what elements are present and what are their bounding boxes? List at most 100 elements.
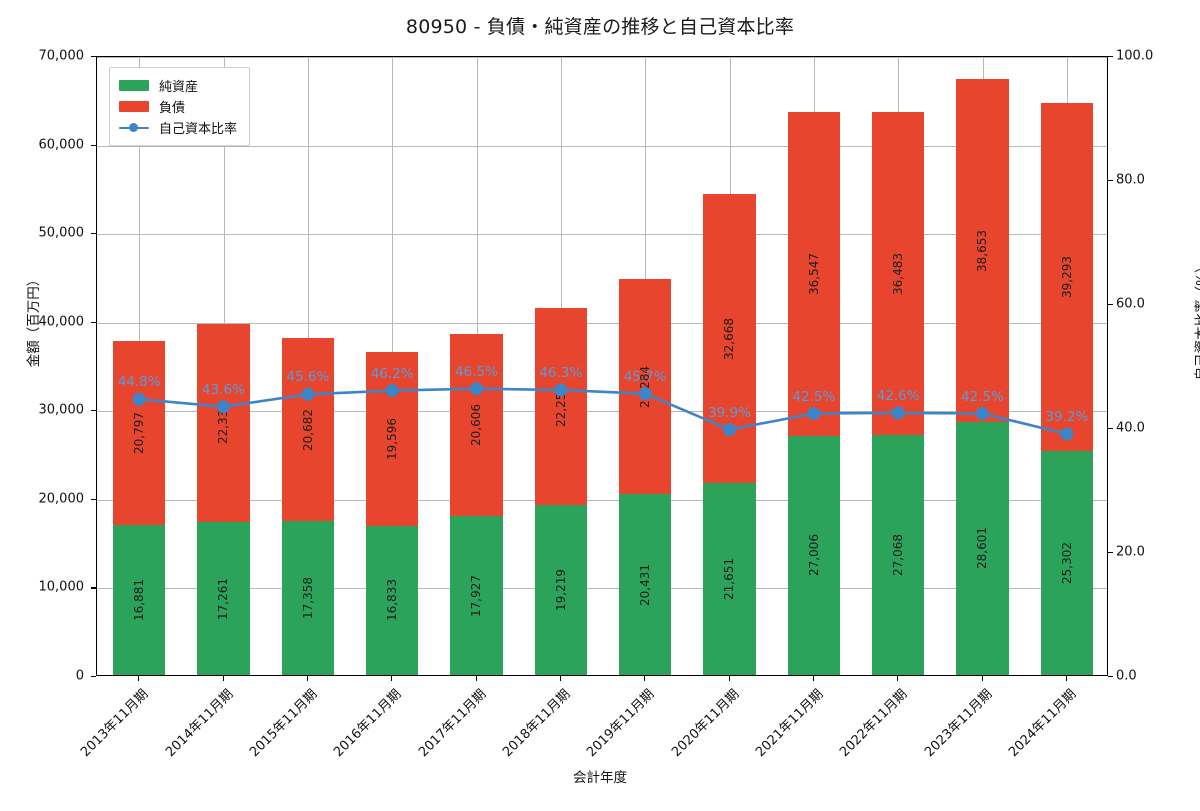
bar-column[interactable]: 28,601 38,653 xyxy=(956,55,1009,675)
gridline-horizontal xyxy=(97,499,1107,501)
bar-segment-liabilities[interactable]: 19,596 xyxy=(366,352,419,526)
ratio-data-point-marker[interactable] xyxy=(132,392,146,406)
legend-label-equity-ratio: 自己資本比率 xyxy=(159,122,238,137)
bar-segment-equity[interactable]: 17,927 xyxy=(450,516,503,675)
bar-column[interactable]: 17,927 20,606 xyxy=(450,55,503,675)
bar-segment-equity[interactable]: 27,068 xyxy=(872,435,925,675)
ratio-value-label: 46.5% xyxy=(455,363,498,380)
bar-column[interactable]: 19,219 22,259 xyxy=(534,55,587,675)
x-axis-tickmark xyxy=(728,676,730,681)
gridline-horizontal xyxy=(97,145,1107,147)
bar-segment-liabilities[interactable]: 22,333 xyxy=(197,324,250,523)
ratio-data-point-marker[interactable] xyxy=(891,406,905,420)
y-axis-tickmark-left xyxy=(91,587,96,589)
gridline-horizontal xyxy=(97,57,1107,58)
ratio-value-label: 45.6% xyxy=(286,369,330,386)
plot-area: 16,881 20,797 17,261 22,333 17,358 20,682 16,8… xyxy=(96,56,1108,676)
ratio-value-label: 45.7% xyxy=(623,368,667,385)
bar-segment-equity[interactable]: 16,833 xyxy=(366,525,419,675)
bar-column[interactable]: 17,358 20,682 xyxy=(281,55,334,675)
x-axis-tickmark xyxy=(981,676,983,681)
ratio-data-point-marker[interactable] xyxy=(723,423,736,437)
y-axis-tick-label-right: 40.0 xyxy=(1116,420,1145,436)
x-axis-tickmark xyxy=(138,676,140,681)
y-axis-tick-label-left: 60,000 xyxy=(38,137,85,153)
bar-column[interactable]: 16,833 19,596 xyxy=(366,55,419,675)
bar-column[interactable]: 20,431 24,284 xyxy=(619,55,672,675)
bar-segment-equity[interactable]: 17,358 xyxy=(281,521,334,675)
y-axis-tickmark-right xyxy=(1108,304,1113,306)
chart-title: 80950 - 負債・純資産の推移と自己資本比率 xyxy=(405,16,795,38)
x-axis-tickmark xyxy=(306,676,308,681)
gridline-horizontal xyxy=(97,588,1107,590)
y-axis-tickmark-right xyxy=(1108,428,1113,430)
ratio-data-point-marker[interactable] xyxy=(470,382,483,396)
y-axis-tick-label-right: 20.0 xyxy=(1116,544,1145,560)
y-axis-tick-label-left: 10,000 xyxy=(38,579,85,595)
y-axis-tick-label-left: 70,000 xyxy=(38,48,85,64)
x-axis-tickmark xyxy=(1065,676,1067,681)
y-axis-label-right: 自己資本比率（%） xyxy=(1194,259,1200,381)
ratio-value-label: 44.8% xyxy=(117,374,161,391)
legend-label-liabilities: 負債 xyxy=(159,101,186,116)
ratio-value-label: 42.5% xyxy=(792,388,836,405)
ratio-value-label: 39.2% xyxy=(1045,408,1089,425)
bar-segment-equity[interactable]: 17,261 xyxy=(197,522,250,675)
bar-segment-liabilities[interactable]: 20,797 xyxy=(113,341,166,526)
y-axis-tickmark-left xyxy=(91,498,96,500)
y-axis-tickmark-right xyxy=(1108,56,1113,58)
gridline-horizontal xyxy=(97,322,1107,324)
y-axis-tickmark-right xyxy=(1108,180,1113,182)
ratio-value-label: 46.2% xyxy=(370,365,414,382)
bar-column[interactable]: 27,006 36,547 xyxy=(787,55,840,675)
bar-segment-liabilities[interactable]: 38,653 xyxy=(956,79,1009,422)
y-axis-tickmark-right xyxy=(1108,552,1113,554)
ratio-data-point-marker[interactable] xyxy=(301,387,315,401)
bar-segment-liabilities[interactable]: 22,259 xyxy=(534,307,587,505)
bar-segment-liabilities[interactable]: 36,483 xyxy=(872,112,925,436)
bar-segment-equity[interactable]: 20,431 xyxy=(619,494,672,675)
bar-segment-equity[interactable]: 27,006 xyxy=(787,435,840,675)
x-axis-tickmark xyxy=(391,676,393,681)
legend-line-marker-icon-equity-ratio xyxy=(119,122,149,133)
legend-item-equity-ratio: 自己資本比率 xyxy=(119,117,237,138)
y-axis-tick-label-right: 100.0 xyxy=(1116,48,1154,64)
ratio-data-point-marker[interactable] xyxy=(554,383,568,397)
legend-swatch-icon-liabilities xyxy=(119,101,149,112)
x-axis-tickmark xyxy=(812,676,814,681)
bar-column[interactable]: 21,651 32,668 xyxy=(703,55,756,675)
ratio-data-point-marker[interactable] xyxy=(217,400,230,414)
y-axis-tickmark-left xyxy=(91,56,96,58)
ratio-line-series xyxy=(132,382,1074,441)
y-axis-tick-label-left: 20,000 xyxy=(38,491,85,507)
bar-segment-equity[interactable]: 25,302 xyxy=(1040,450,1093,675)
bar-segment-liabilities[interactable]: 20,682 xyxy=(281,338,334,522)
x-axis-tickmark xyxy=(475,676,477,681)
gridline-horizontal xyxy=(97,411,1107,413)
y-axis-tick-label-left: 40,000 xyxy=(38,314,85,330)
bar-segment-equity[interactable]: 19,219 xyxy=(534,504,587,675)
ratio-value-label: 46.3% xyxy=(539,364,583,381)
ratio-data-point-marker[interactable] xyxy=(976,407,989,420)
bar-segment-liabilities[interactable]: 24,284 xyxy=(619,278,672,495)
bar-column[interactable]: 17,261 22,333 xyxy=(197,55,250,675)
bar-segment-liabilities[interactable]: 36,547 xyxy=(787,112,840,436)
bar-column[interactable]: 27,068 36,483 xyxy=(872,55,925,675)
bar-segment-equity[interactable]: 28,601 xyxy=(956,421,1009,675)
y-axis-tickmark-left xyxy=(91,410,96,412)
ratio-data-point-marker[interactable] xyxy=(807,407,821,420)
bar-segment-equity[interactable]: 16,881 xyxy=(113,525,166,675)
bar-segment-equity[interactable]: 21,651 xyxy=(703,483,756,675)
bar-segment-liabilities[interactable]: 39,293 xyxy=(1040,102,1093,451)
y-axis-tick-label-right: 60.0 xyxy=(1116,296,1145,312)
ratio-data-point-marker[interactable] xyxy=(1060,427,1074,441)
y-axis-tickmark-right xyxy=(1108,676,1113,678)
ratio-data-point-marker[interactable] xyxy=(385,384,399,398)
y-axis-tick-label-left: 0 xyxy=(75,668,84,684)
y-axis-tickmark-left xyxy=(91,144,96,146)
legend-item-equity: 純資産 xyxy=(119,75,237,96)
bar-column[interactable]: 25,302 39,293 xyxy=(1040,55,1093,675)
ratio-data-point-marker[interactable] xyxy=(638,387,652,401)
bar-segment-liabilities[interactable]: 20,606 xyxy=(450,333,503,517)
bar-column[interactable]: 16,881 20,797 xyxy=(113,55,166,675)
